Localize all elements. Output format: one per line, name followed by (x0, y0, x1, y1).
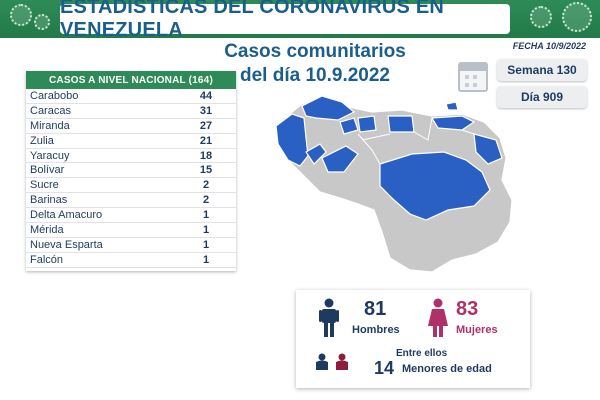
man-icon (319, 298, 339, 337)
state-name: Carabobo (30, 89, 79, 102)
subtitle: Casos comunitarios del día 10.9.2022 (190, 40, 440, 88)
table-row: Nueva Esparta 1 (26, 238, 236, 253)
state-name: Delta Amacuro (30, 209, 103, 222)
children-icon (316, 353, 348, 370)
map-state-delta-amacuro (473, 133, 503, 165)
map-state-falcon (301, 95, 356, 121)
women-label: Mujeres (456, 324, 498, 336)
men-count: 81 (364, 298, 387, 320)
minors-prefix: Entre ellos (396, 348, 448, 359)
case-count: 18 (199, 149, 213, 162)
state-name: Bolívar (30, 164, 65, 177)
table-row: Falcón 1 (26, 253, 236, 268)
table-row: Barinas 2 (26, 193, 236, 209)
day-badge: Día 909 (497, 86, 587, 108)
state-name: Barinas (30, 194, 68, 207)
map-state-miranda (387, 115, 415, 133)
table-row: Bolívar 15 (26, 163, 236, 179)
week-badge: Semana 130 (497, 59, 587, 81)
state-name: Yaracuy (30, 149, 70, 162)
case-count: 44 (199, 89, 213, 102)
map-state-zulia (275, 113, 309, 167)
virus-icon (34, 14, 50, 30)
cases-table: CASOS A NIVEL NACIONAL (164) Carabobo 44 C… (26, 71, 236, 271)
table-row: Zulia 21 (26, 134, 236, 149)
calendar-icon (458, 62, 488, 92)
map-state-carabobo (357, 115, 377, 133)
state-name: Falcón (30, 253, 64, 266)
date-label: FECHA 10/9/2022 (512, 41, 586, 51)
virus-icon (10, 4, 32, 26)
state-name: Nueva Esparta (30, 238, 103, 251)
state-name: Sucre (30, 179, 59, 192)
table-row: Sucre 2 (26, 178, 236, 194)
case-count: 21 (199, 134, 213, 147)
women-count: 83 (456, 298, 479, 320)
case-count: 31 (199, 104, 213, 117)
table-row: Carabobo 44 (26, 89, 236, 104)
header-banner: ESTADÍSTICAS DEL CORONAVIRUS EN VENEZUEL… (0, 0, 600, 41)
case-count: 2 (202, 179, 210, 192)
map-state-merida (305, 143, 327, 165)
table-row: Mérida 1 (26, 223, 236, 238)
venezuela-map (275, 95, 513, 273)
case-count: 15 (199, 164, 213, 177)
map-state-yaracuy (339, 117, 359, 135)
case-count: 1 (202, 253, 210, 266)
map-state-nueva-esparta (445, 101, 459, 111)
state-name: Miranda (30, 119, 70, 132)
table-row: Delta Amacuro 1 (26, 208, 236, 224)
virus-icon (530, 6, 552, 28)
state-name: Zulia (30, 134, 54, 147)
subtitle-line-2: del día 10.9.2022 (240, 65, 390, 86)
map-boundaries (357, 117, 475, 165)
table-row: Miranda 27 (26, 119, 236, 134)
case-count: 1 (202, 209, 210, 222)
case-count: 2 (202, 194, 210, 207)
case-count: 1 (202, 223, 210, 236)
state-name: Caracas (30, 104, 71, 117)
case-count: 27 (199, 119, 213, 132)
map-state-sucre (430, 115, 476, 131)
virus-icon (562, 2, 592, 32)
men-label: Hombres (352, 324, 400, 336)
table-row: Yaracuy 18 (26, 149, 236, 164)
page-title: ESTADÍSTICAS DEL CORONAVIRUS EN VENEZUEL… (60, 0, 510, 41)
table-header: CASOS A NIVEL NACIONAL (164) (26, 71, 236, 89)
woman-icon (428, 298, 448, 337)
state-name: Mérida (30, 223, 64, 236)
subtitle-line-1: Casos comunitarios (224, 41, 406, 62)
table-body: Carabobo 44 Caracas 31 Miranda 27 Zulia 21 Yarac… (26, 89, 236, 268)
map-state-barinas (321, 145, 359, 173)
map-state-bolivar (379, 151, 491, 221)
table-row: Caracas 31 (26, 104, 236, 119)
case-count: 1 (202, 238, 210, 251)
minors-label: Menores de edad (402, 363, 492, 375)
demographics-card: 81 Hombres 83 Mujeres Entre ellos 14 Men… (296, 290, 530, 388)
minors-count: 14 (374, 358, 395, 378)
